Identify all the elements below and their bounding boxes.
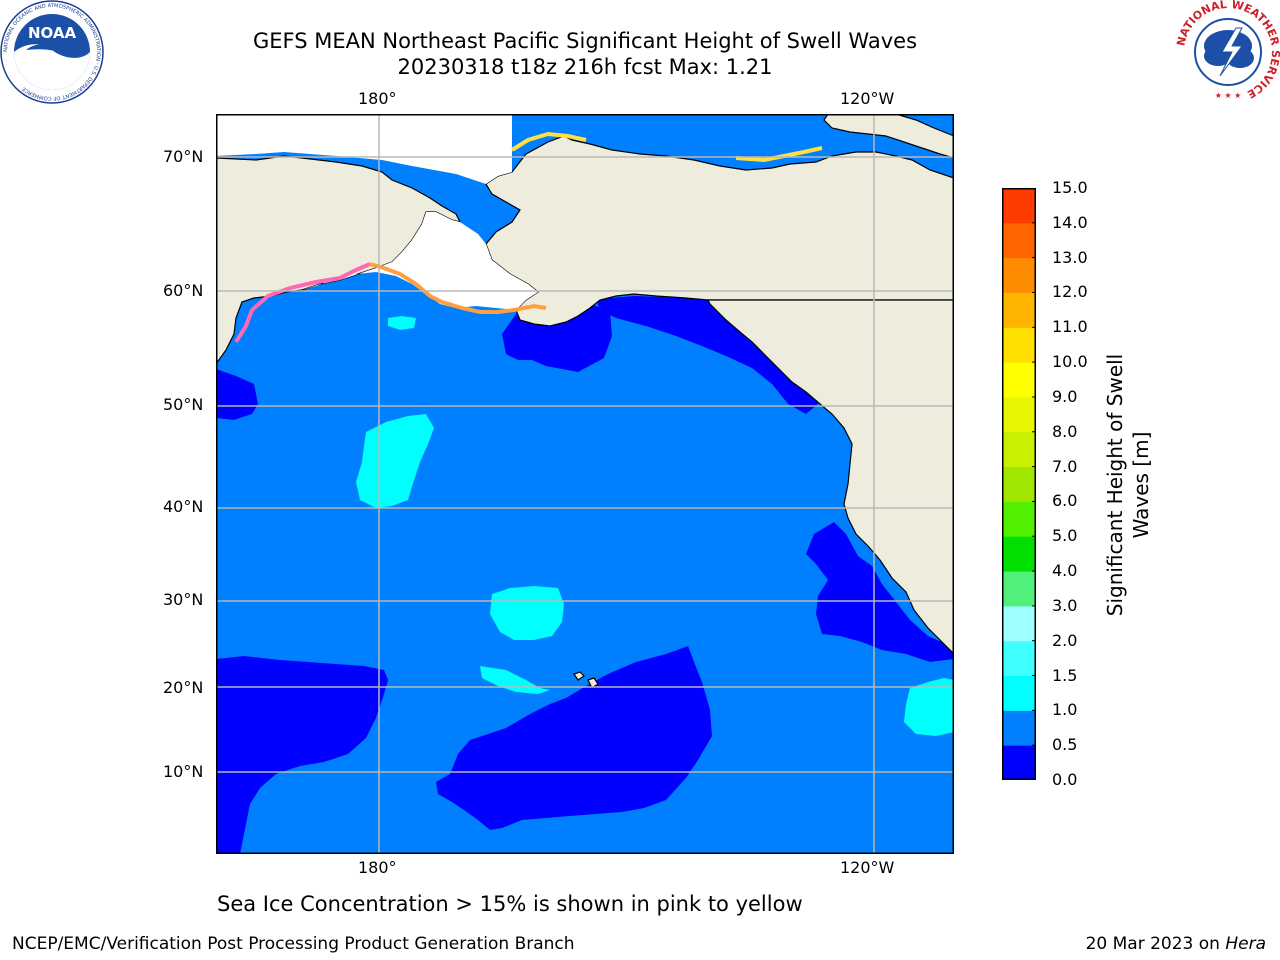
colorbar-tick-label: 6.0 bbox=[1052, 491, 1078, 511]
lon-label-top-120w: 120°W bbox=[840, 89, 895, 108]
colorbar-tick-label: 14.0 bbox=[1052, 212, 1088, 232]
colorbar-tick-label: 9.0 bbox=[1052, 386, 1078, 406]
colorbar-segment bbox=[1002, 362, 1036, 398]
lat-label-50n: 50°N bbox=[163, 395, 204, 414]
colorbar-tick-label: 0.0 bbox=[1052, 770, 1078, 789]
colorbar-tick-label: 11.0 bbox=[1052, 317, 1088, 337]
chart-title: GEFS MEAN Northeast Pacific Significant … bbox=[252, 29, 918, 53]
lat-label-40n: 40°N bbox=[163, 497, 204, 516]
lon-label-bottom-180: 180° bbox=[358, 858, 397, 877]
svg-text:★ ★ ★: ★ ★ ★ bbox=[1215, 91, 1242, 100]
colorbar-segment bbox=[1002, 222, 1036, 259]
colorbar-tick-label: 8.0 bbox=[1052, 421, 1078, 441]
colorbar-tick-label: 12.0 bbox=[1052, 282, 1088, 302]
sea-ice-caption: Sea Ice Concentration > 15% is shown in … bbox=[217, 892, 803, 916]
colorbar-tick-label: 1.0 bbox=[1052, 700, 1078, 720]
swell-height-map bbox=[216, 114, 954, 854]
colorbar-segment bbox=[1002, 605, 1036, 642]
colorbar-segment bbox=[1002, 745, 1036, 780]
low-swell-regions bbox=[216, 296, 954, 854]
colorbar-tick-label: 2.0 bbox=[1052, 630, 1078, 650]
sea-ice-edge bbox=[234, 131, 823, 344]
footer-host: Hera bbox=[1225, 934, 1266, 954]
colorbar-segment bbox=[1002, 431, 1036, 468]
colorbar-segment bbox=[1002, 640, 1036, 677]
colorbar-tick-label: 13.0 bbox=[1052, 247, 1088, 267]
lat-label-10n: 10°N bbox=[163, 762, 204, 781]
footer-producer: NCEP/EMC/Verification Post Processing Pr… bbox=[12, 934, 575, 954]
colorbar-segment bbox=[1002, 292, 1036, 328]
colorbar-segment bbox=[1002, 536, 1036, 572]
colorbar-tick-label: 15.0 bbox=[1052, 178, 1088, 197]
chart-subtitle: 20230318 t18z 216h fcst Max: 1.21 bbox=[397, 55, 773, 79]
noaa-logo: NATIONAL OCEANIC AND ATMOSPHERIC ADMINIS… bbox=[0, 0, 104, 104]
colorbar-segment bbox=[1002, 710, 1036, 746]
lon-label-bottom-120w: 120°W bbox=[840, 858, 895, 877]
colorbar-label-line2: Waves [m] bbox=[1129, 431, 1153, 539]
colorbar-segment bbox=[1002, 501, 1036, 537]
sea-ice-white-zone bbox=[216, 114, 538, 310]
colorbar-segment bbox=[1002, 466, 1036, 502]
land-areas bbox=[216, 114, 954, 689]
lon-label-top-180: 180° bbox=[358, 89, 397, 108]
graticule bbox=[216, 114, 954, 854]
footer-date-text: 20 Mar 2023 on bbox=[1085, 934, 1226, 954]
colorbar-segment bbox=[1002, 188, 1036, 224]
mid-swell-regions bbox=[356, 316, 954, 736]
map-border bbox=[216, 114, 954, 854]
colorbar-tick-label: 0.5 bbox=[1052, 735, 1078, 755]
noaa-logo-text: NOAA bbox=[28, 24, 77, 42]
colorbar-segment bbox=[1002, 327, 1036, 363]
lat-label-20n: 20°N bbox=[163, 678, 204, 697]
colorbar-tick-label: 4.0 bbox=[1052, 561, 1078, 581]
colorbar bbox=[1002, 188, 1036, 780]
colorbar-border bbox=[1002, 188, 1036, 780]
colorbar-tick-label: 10.0 bbox=[1052, 352, 1088, 372]
colorbar-segment bbox=[1002, 257, 1036, 293]
lat-label-60n: 60°N bbox=[163, 281, 204, 300]
colorbar-tick-label: 7.0 bbox=[1052, 456, 1078, 476]
lat-label-70n: 70°N bbox=[163, 147, 204, 166]
colorbar-tick-label: 5.0 bbox=[1052, 526, 1078, 546]
colorbar-tick-label: 3.0 bbox=[1052, 595, 1078, 615]
lat-label-30n: 30°N bbox=[163, 590, 204, 609]
colorbar-segment bbox=[1002, 675, 1036, 711]
footer-date: 20 Mar 2023 on Hera bbox=[1086, 934, 1266, 954]
colorbar-label-line1: Significant Height of Swell bbox=[1103, 353, 1127, 617]
colorbar-tick-label: 1.5 bbox=[1052, 665, 1078, 685]
colorbar-segment bbox=[1002, 571, 1036, 607]
colorbar-segment bbox=[1002, 396, 1036, 433]
